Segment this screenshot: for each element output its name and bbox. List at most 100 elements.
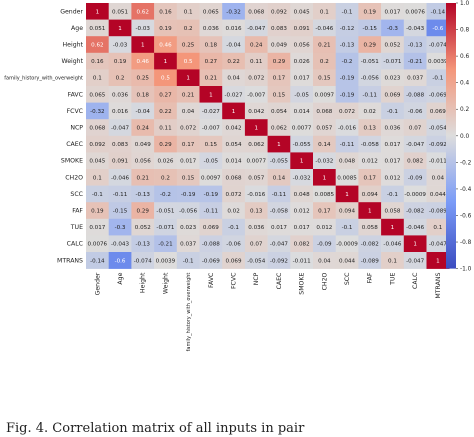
heatmap-cell — [267, 135, 291, 153]
row-label: Weight — [61, 58, 83, 65]
heatmap-cell — [222, 36, 246, 54]
column-label: CH2O — [321, 272, 328, 290]
heatmap-cell — [131, 19, 155, 37]
heatmap-cell — [199, 252, 223, 269]
cell-value-label: 0.16 — [159, 9, 172, 15]
heatmap-cell — [381, 252, 405, 269]
cell-value-label: 0.012 — [384, 175, 400, 181]
heatmap-cell — [267, 19, 291, 37]
cell-value-label: 1 — [368, 209, 372, 215]
heatmap-cell — [290, 3, 314, 20]
heatmap-cell — [244, 252, 268, 269]
heatmap-cell — [222, 119, 246, 137]
cell-value-label: 0.2 — [320, 59, 329, 65]
heatmap-cell — [267, 252, 291, 269]
heatmap-cell — [176, 36, 200, 54]
heatmap-cell — [154, 69, 178, 87]
cell-value-label: 0.21 — [182, 92, 195, 98]
heatmap-cell — [403, 152, 427, 170]
heatmap-cell — [199, 185, 223, 203]
heatmap-cell — [154, 119, 178, 137]
heatmap-cell — [403, 52, 427, 70]
cell-value-label: 0.016 — [112, 109, 128, 115]
heatmap-cell — [335, 52, 359, 70]
cell-value-label: 1 — [232, 109, 236, 115]
cell-value-label: 0.036 — [112, 92, 128, 98]
cell-value-label: -0.051 — [361, 59, 379, 65]
cell-value-label: 0.02 — [364, 109, 376, 115]
heatmap-cell — [154, 202, 178, 220]
heatmap-cell — [335, 152, 359, 170]
cell-value-label: -0.06 — [408, 109, 423, 115]
heatmap-cell — [154, 185, 178, 203]
cell-value-label: 0.056 — [135, 159, 151, 165]
column-label: Weight — [162, 272, 169, 294]
cell-value-label: 0.052 — [135, 225, 151, 231]
cell-value-label: 0.069 — [203, 225, 219, 231]
cell-value-label: 0.017 — [384, 142, 400, 148]
cell-value-label: 0.054 — [271, 109, 287, 115]
cell-value-label: 0.04 — [182, 109, 195, 115]
cell-value-label: 0.017 — [294, 225, 310, 231]
cell-value-label: -0.056 — [361, 76, 379, 82]
heatmap-cell — [381, 19, 405, 37]
heatmap-cell — [199, 36, 223, 54]
cell-value-label: -0.089 — [429, 209, 447, 215]
row-label: CAEC — [66, 141, 83, 148]
cell-value-label: -0.0009 — [404, 192, 426, 198]
heatmap-cell — [244, 202, 268, 220]
cell-value-label: 0.18 — [205, 43, 218, 49]
heatmap-cell — [86, 235, 109, 253]
cell-value-label: 0.072 — [339, 109, 355, 115]
cell-value-label: 0.082 — [294, 242, 310, 248]
heatmap-cell — [176, 252, 200, 269]
cell-value-label: 0.07 — [409, 126, 422, 132]
heatmap-cell — [290, 102, 314, 120]
cell-value-label: 0.46 — [159, 43, 172, 49]
heatmap-cell — [222, 185, 246, 203]
heatmap-cell — [154, 19, 178, 37]
cell-value-label: 0.094 — [339, 209, 355, 215]
cell-value-label: 0.082 — [407, 159, 423, 165]
heatmap-cell — [176, 235, 200, 253]
cell-value-label: -0.19 — [340, 92, 355, 98]
heatmap-cell — [381, 3, 405, 20]
row-labels: Gender Age Height Weight family_history_with… — [4, 8, 83, 264]
column-label: Gender — [94, 272, 101, 295]
colorbar-gradient — [446, 3, 456, 269]
cell-value-label: -0.043 — [111, 242, 129, 248]
cell-value-label: -0.03 — [113, 43, 128, 49]
cell-value-label: 0.46 — [137, 59, 150, 65]
row-label: CH2O — [65, 174, 83, 181]
cell-value-label: 1 — [209, 92, 213, 98]
column-label: family_history_with_overweight — [186, 273, 192, 352]
heatmap-cell — [403, 86, 427, 103]
heatmap-cell — [426, 235, 450, 253]
heatmap-cell — [335, 69, 359, 87]
heatmap-cell — [313, 86, 336, 103]
cell-value-label: 0.5 — [184, 59, 193, 65]
heatmap-cell — [86, 36, 109, 54]
heatmap-cell — [358, 102, 382, 120]
cell-value-label: 0.17 — [182, 142, 195, 148]
heatmap-cell — [426, 119, 450, 137]
cell-value-label: -0.047 — [247, 26, 265, 32]
heatmap-cell — [267, 169, 291, 186]
heatmap-cell — [199, 52, 223, 70]
heatmap-cell — [108, 202, 132, 220]
cell-value-label: 0.014 — [226, 159, 242, 165]
heatmap-cell — [176, 218, 200, 236]
cell-value-label: -0.047 — [270, 242, 288, 248]
cell-value-label: 0.042 — [248, 109, 264, 115]
heatmap-cell — [267, 69, 291, 87]
heatmap-cell — [403, 19, 427, 37]
heatmap-cell — [176, 169, 200, 186]
heatmap-cell — [176, 152, 200, 170]
cell-value-label: 0.094 — [362, 192, 378, 198]
cell-value-label: 0.069 — [226, 258, 242, 264]
cell-value-label: -0.027 — [225, 92, 243, 98]
cell-value-label: 0.21 — [137, 175, 150, 181]
cell-value-label: 0.27 — [159, 92, 172, 98]
heatmap-cell — [222, 218, 246, 236]
colorbar-tick-label: 0.2 — [460, 107, 470, 113]
